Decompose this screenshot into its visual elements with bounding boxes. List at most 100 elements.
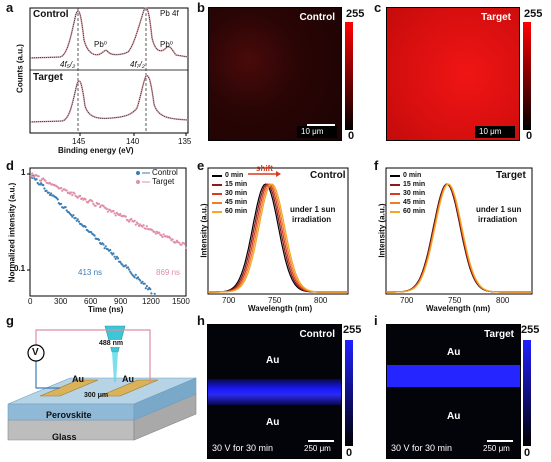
panel-d-control-point	[71, 215, 74, 218]
panel-f-legend-swatch	[390, 183, 400, 186]
panel-d-control-point	[56, 198, 59, 201]
panel-d-target-point	[141, 225, 144, 228]
pl-spectrum-curve	[386, 183, 532, 293]
panel-g-perovskite-label: Perovskite	[46, 410, 92, 420]
panel-d-target-point	[105, 207, 108, 211]
panel-d-control-point	[153, 292, 156, 295]
panel-e-legend-swatch	[212, 174, 222, 177]
panel-a-pb0-right: Pb⁰	[160, 40, 173, 49]
panel-d-target-point	[162, 233, 165, 236]
panel-e-legend-swatch	[212, 201, 222, 204]
panel-d-target-point	[71, 194, 74, 197]
panel-d-control-point	[129, 270, 132, 273]
panel-g-glass-label: Glass	[52, 432, 77, 442]
panel-b-scalebar-box	[297, 126, 337, 138]
panel-d-tau-control: 413 ns	[78, 268, 103, 277]
panel-d-control-point	[93, 234, 96, 237]
panel-i-emission-band	[387, 365, 520, 387]
panel-d-target-point	[161, 235, 164, 239]
panel-f-legend-label: 15 min	[403, 181, 426, 188]
panel-h-cbar-min: 0	[346, 447, 353, 459]
panel-d-control-point	[47, 191, 51, 194]
panel-d-control-point	[144, 287, 147, 290]
panel-c-cbar-max: 255	[524, 8, 543, 20]
panel-d-control-point	[150, 292, 153, 295]
panel-d-legend-control-marker	[136, 171, 140, 175]
panel-d-control-point	[114, 257, 117, 260]
panel-label-c: c	[374, 0, 382, 15]
panel-d-control-point	[72, 214, 75, 217]
panel-d-control-point	[136, 276, 140, 279]
panel-label-g: g	[6, 313, 14, 328]
panel-e-xtick-800: 800	[314, 296, 328, 305]
panel-d-ytick-label-1: 1	[21, 168, 26, 177]
panel-h-label: Control	[299, 329, 335, 340]
panel-d-target-point	[130, 217, 133, 220]
panel-e-legend-swatch	[212, 183, 222, 186]
panel-d-control-point	[104, 245, 107, 248]
panel-b-label: Control	[299, 12, 335, 23]
panel-d-target-point	[128, 220, 131, 223]
panel-b-cbar-max: 255	[346, 8, 365, 20]
panel-a-pb4f-label: Pb 4f	[160, 9, 179, 18]
panel-h-emission-band	[208, 379, 341, 405]
panel-d-target-point	[160, 234, 163, 237]
panel-d-target-point	[183, 242, 186, 245]
panel-d-control-point	[109, 248, 112, 252]
panel-label-h: h	[197, 313, 205, 328]
panel-d-target-point	[144, 227, 147, 230]
panel-d-control-point	[112, 252, 115, 255]
panel-d-control-point	[141, 280, 144, 283]
panel-d-xtick-1500: 1500	[172, 297, 190, 306]
panel-label-f: f	[374, 158, 379, 173]
panel-c-pl-map: Target 10 μm	[386, 7, 520, 141]
panel-c-cbar-min: 0	[526, 130, 533, 142]
panel-c-scalebar: 10 μm	[479, 127, 502, 136]
panel-f-frame	[385, 167, 533, 295]
panel-d-target-point	[94, 204, 97, 207]
panel-d-xtick-1200: 1200	[142, 297, 160, 306]
panel-d-control-point	[133, 276, 136, 279]
panel-h-scalebar: 250 μm	[304, 444, 331, 453]
panel-d-target-point	[145, 225, 148, 228]
panel-f-note-2: irradiation	[478, 215, 518, 224]
panel-f-xtick-700: 700	[400, 296, 414, 305]
panel-h-cbar-max: 255	[343, 324, 362, 336]
panel-label-e: e	[197, 158, 205, 173]
panel-d-control-series	[29, 174, 156, 295]
panel-d-target-point	[184, 246, 187, 249]
panel-d-control-point	[134, 273, 137, 276]
panel-g-voltmeter	[27, 344, 45, 362]
panel-a-peak-52: 4f₅/₂	[60, 60, 76, 69]
panel-e-legend-label: 30 min	[225, 190, 248, 197]
panel-f-legend-swatch	[390, 201, 400, 204]
panel-d-target-point	[113, 212, 116, 215]
panel-e-legend-item: 60 min	[212, 208, 247, 215]
panel-d-control-point	[116, 257, 120, 260]
panel-d-target-series	[29, 172, 187, 249]
panel-d-control-point	[113, 255, 116, 258]
panel-a-control-data	[29, 7, 189, 59]
panel-label-b: b	[197, 0, 205, 15]
panel-label-d: d	[6, 158, 14, 173]
panel-g-wire-left	[35, 359, 60, 389]
panel-f-title: Target	[496, 170, 526, 181]
panel-g-perovskite-side	[133, 377, 197, 421]
panel-g-laser-label: 488 nm	[98, 340, 125, 347]
panel-f-xtick-750: 750	[448, 296, 462, 305]
panel-d-target-point	[134, 223, 137, 226]
panel-c-colorbar	[523, 22, 531, 130]
panel-d-control-point	[145, 285, 148, 288]
panel-d-target-point	[102, 204, 105, 207]
panel-d-target-point	[106, 210, 109, 213]
panel-i-cbar-min: 0	[524, 447, 531, 459]
panel-d-target-point	[44, 179, 47, 182]
panel-d-target-point	[84, 198, 87, 201]
panel-b-scalebar: 10 μm	[301, 127, 324, 136]
panel-f-legend-item: 45 min	[390, 199, 425, 206]
panel-e-legend-item: 45 min	[212, 199, 247, 206]
panel-d-ytick-label-01: 0.1	[14, 264, 26, 273]
